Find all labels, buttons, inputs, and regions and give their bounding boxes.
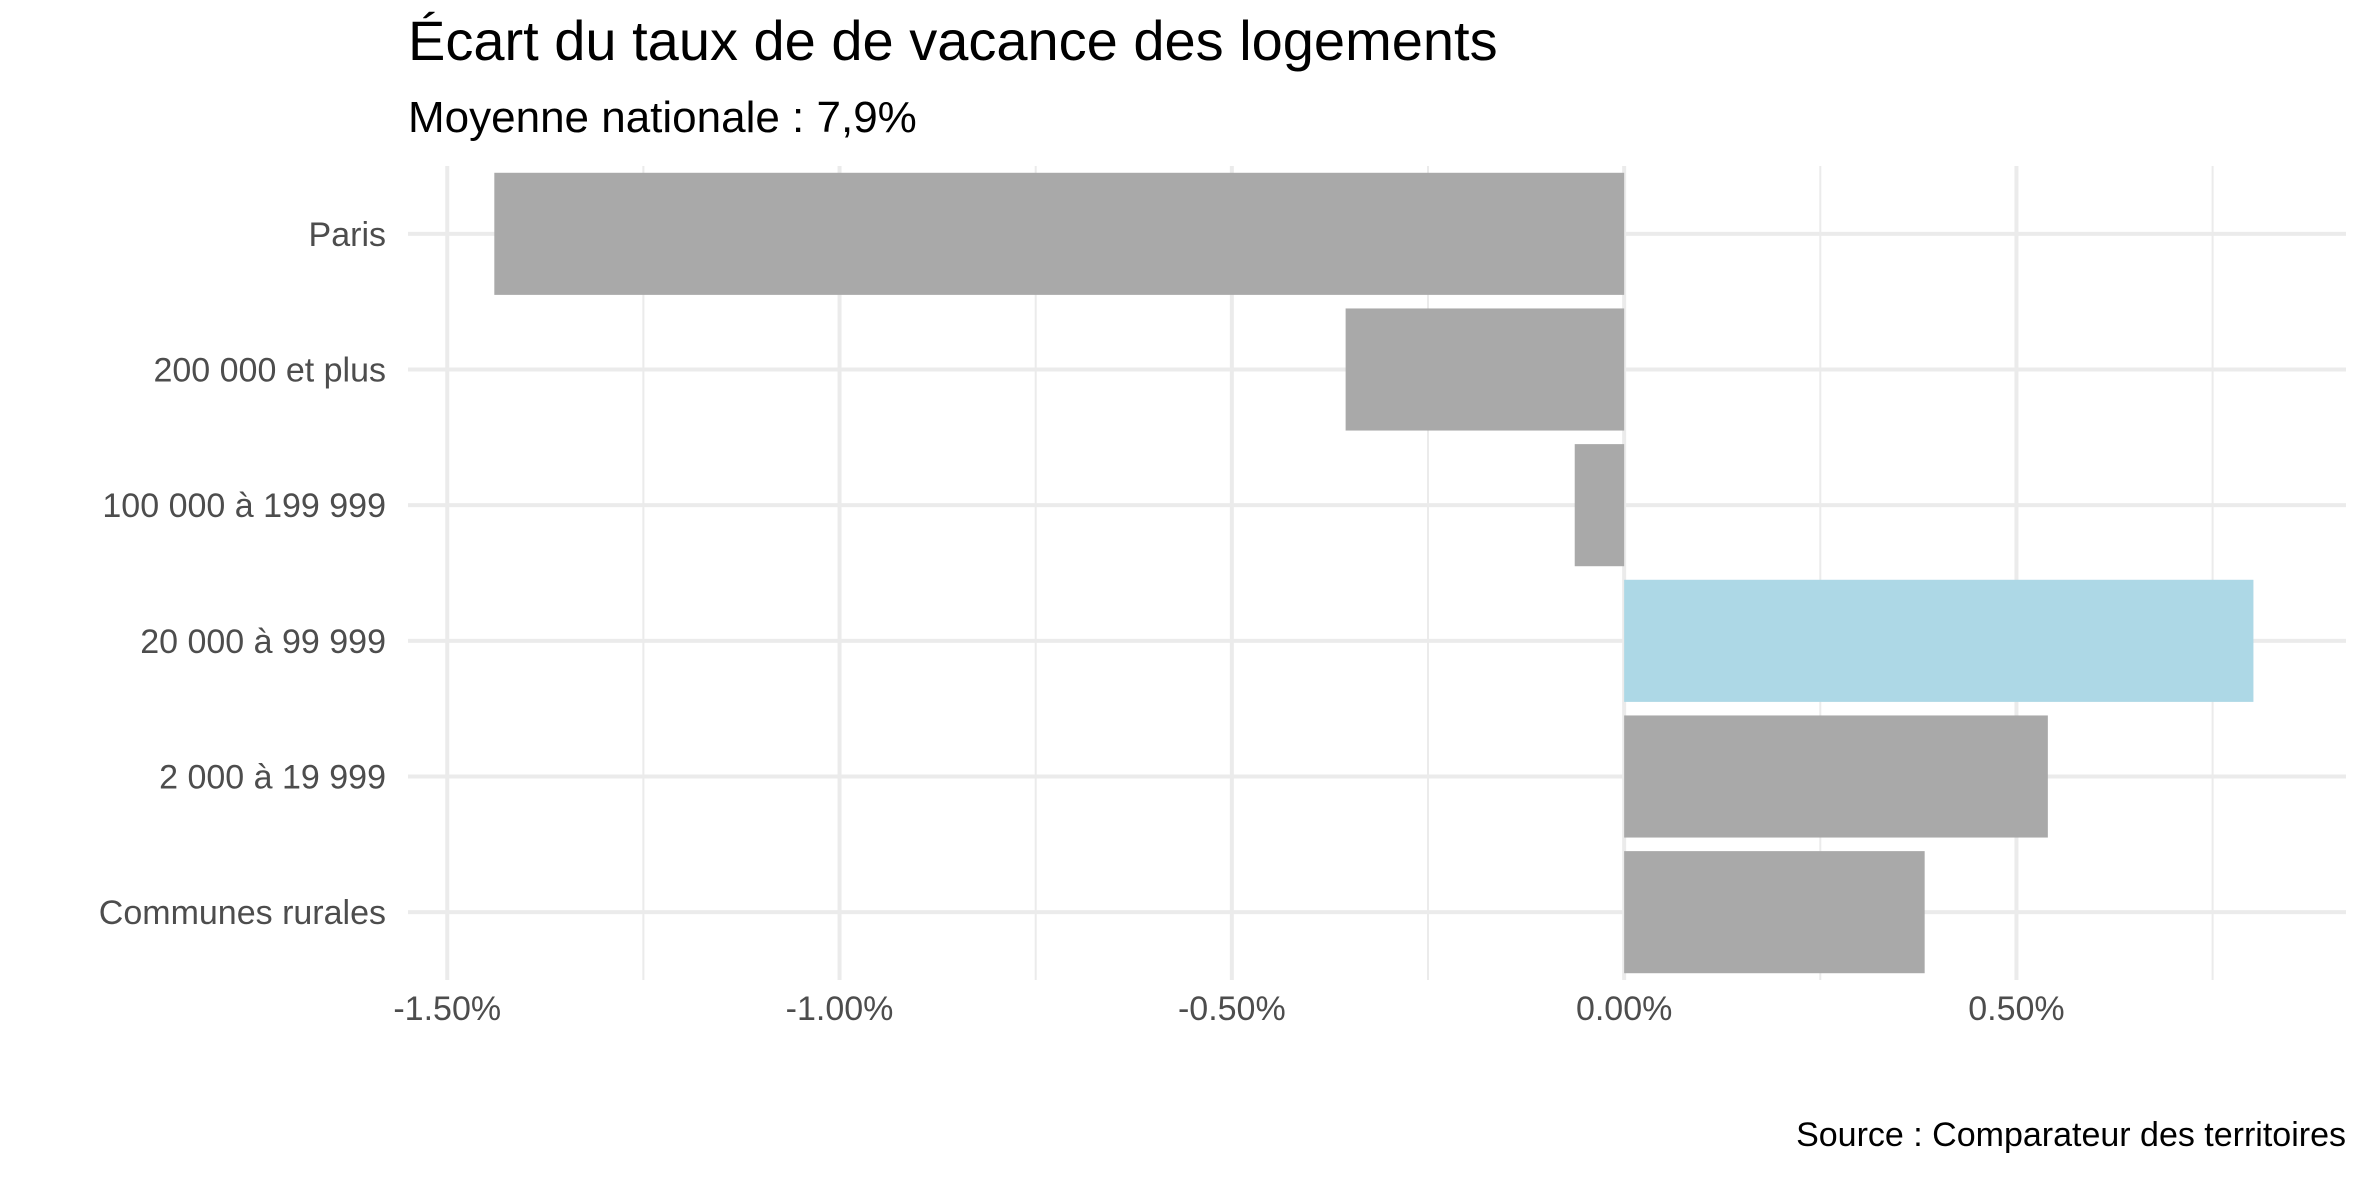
chart-caption: Source : Comparateur des territoires [1796,1116,2346,1154]
bars [494,172,2254,974]
chart-subtitle: Moyenne nationale : 7,9% [408,93,917,142]
x-axis-tick-labels: -1.50% -1.00% -0.50% 0.00% 0.50% [393,990,2064,1028]
y-tick-label: 100 000 à 199 999 [102,487,386,525]
bar [1624,579,2254,702]
x-tick-label: -1.50% [393,990,501,1028]
y-tick-label: 20 000 à 99 999 [140,623,386,661]
x-tick-label: 0.50% [1968,990,2064,1028]
chart-title: Écart du taux de de vacance des logement… [408,9,1498,72]
y-axis-tick-labels: Paris 200 000 et plus 100 000 à 199 999 20 … [99,216,386,932]
bar [1345,308,1625,431]
bar [1574,444,1625,567]
x-tick-label: 0.00% [1576,990,1672,1028]
y-tick-label: Paris [309,216,386,254]
bar [1624,715,2048,838]
x-tick-label: -0.50% [1178,990,1286,1028]
bar [494,172,1625,295]
y-tick-label: Communes rurales [99,894,386,932]
y-tick-label: 2 000 à 19 999 [159,759,386,797]
y-tick-label: 200 000 et plus [153,352,386,390]
x-tick-label: -1.00% [786,990,894,1028]
bar [1624,851,1925,974]
